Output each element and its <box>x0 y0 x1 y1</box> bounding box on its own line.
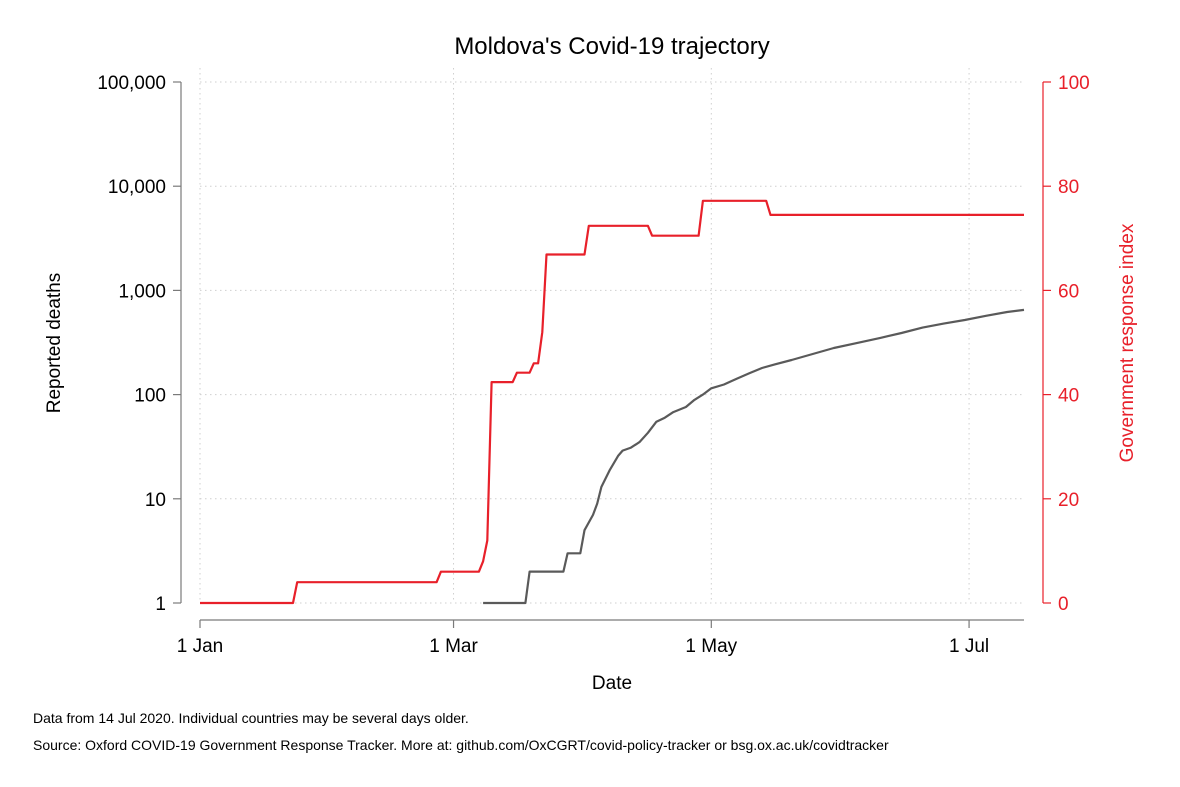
y-left-tick-label: 10 <box>145 490 166 511</box>
footnote-source: Source: Oxford COVID-19 Government Respo… <box>33 737 889 753</box>
series-line-deaths <box>483 308 1025 605</box>
y-left-tick-label: 100 <box>134 386 166 407</box>
axes: 1 10 100 1,000 10,000 100,000 0 20 40 60 80 100 1 Ja… <box>97 73 1089 657</box>
footnote-data-date: Data from 14 Jul 2020. Individual countr… <box>33 710 469 726</box>
y-right-tick-label: 100 <box>1058 73 1090 94</box>
y-right-tick-label: 80 <box>1058 177 1079 198</box>
y-right-tick-label: 0 <box>1058 594 1069 615</box>
y-left-tick-label: 1 <box>155 594 166 615</box>
x-tick-label: 1 Jan <box>177 636 223 657</box>
y-axis-label-right: Government response index <box>1117 223 1138 462</box>
chart-text: Moldova's Covid-19 trajectory Date Repor… <box>44 33 1138 694</box>
chart-title: Moldova's Covid-19 trajectory <box>454 33 769 60</box>
x-tick-label: 1 Mar <box>429 636 478 657</box>
y-axis-label-left: Reported deaths <box>44 273 65 414</box>
x-tick-label: 1 May <box>685 636 737 657</box>
y-left-tick-label: 100,000 <box>97 73 166 94</box>
y-right-tick-label: 60 <box>1058 281 1079 302</box>
gridlines <box>199 68 1024 604</box>
x-tick-label: 1 Jul <box>949 636 989 657</box>
y-right-tick-label: 40 <box>1058 386 1079 407</box>
y-right-tick-label: 20 <box>1058 490 1079 511</box>
y-left-tick-label: 1,000 <box>118 281 166 302</box>
series-lines <box>200 199 1025 605</box>
series-line-response-index <box>200 199 1024 605</box>
y-left-tick-label: 10,000 <box>108 177 166 198</box>
x-axis-label: Date <box>592 673 632 694</box>
